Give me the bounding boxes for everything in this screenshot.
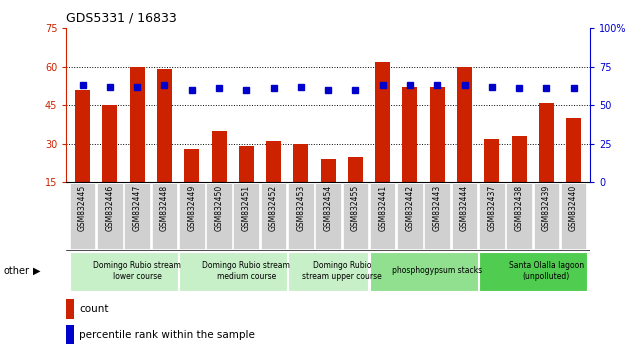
Text: GSM832444: GSM832444 <box>460 185 469 231</box>
FancyBboxPatch shape <box>561 183 586 249</box>
Text: GSM832442: GSM832442 <box>406 185 415 231</box>
FancyBboxPatch shape <box>343 183 369 249</box>
Bar <box>457 67 472 182</box>
Bar <box>157 69 172 182</box>
Text: Domingo Rubio stream
medium course: Domingo Rubio stream medium course <box>203 261 290 280</box>
Text: GSM832454: GSM832454 <box>324 185 333 231</box>
Bar <box>403 87 418 182</box>
Bar <box>321 159 336 182</box>
Text: phosphogypsum stacks: phosphogypsum stacks <box>392 266 482 275</box>
FancyBboxPatch shape <box>206 183 232 249</box>
Bar <box>266 141 281 182</box>
Text: GSM832450: GSM832450 <box>215 185 223 231</box>
Text: GSM832437: GSM832437 <box>487 185 497 231</box>
Text: GSM832441: GSM832441 <box>378 185 387 231</box>
FancyBboxPatch shape <box>479 252 587 291</box>
Text: Santa Olalla lagoon
(unpolluted): Santa Olalla lagoon (unpolluted) <box>509 261 584 280</box>
Bar <box>348 156 363 182</box>
Bar <box>239 147 254 182</box>
Text: ▶: ▶ <box>33 266 40 276</box>
FancyBboxPatch shape <box>397 183 423 249</box>
Text: GSM832440: GSM832440 <box>569 185 578 231</box>
Text: GSM832448: GSM832448 <box>160 185 169 231</box>
Text: GSM832452: GSM832452 <box>269 185 278 231</box>
Text: GSM832451: GSM832451 <box>242 185 251 231</box>
Bar <box>430 87 445 182</box>
Bar <box>102 105 117 182</box>
Text: GSM832438: GSM832438 <box>514 185 524 231</box>
Text: Domingo Rubio stream
lower course: Domingo Rubio stream lower course <box>93 261 181 280</box>
Text: percentile rank within the sample: percentile rank within the sample <box>79 330 255 339</box>
Text: GSM832443: GSM832443 <box>433 185 442 231</box>
Text: GDS5331 / 16833: GDS5331 / 16833 <box>66 12 177 25</box>
FancyBboxPatch shape <box>124 183 150 249</box>
Text: GSM832447: GSM832447 <box>133 185 142 231</box>
FancyBboxPatch shape <box>534 183 559 249</box>
Bar <box>566 118 581 182</box>
Bar <box>293 144 309 182</box>
FancyBboxPatch shape <box>179 183 204 249</box>
Text: GSM832455: GSM832455 <box>351 185 360 231</box>
FancyBboxPatch shape <box>70 183 95 249</box>
Text: count: count <box>79 304 109 314</box>
Text: GSM832439: GSM832439 <box>542 185 551 231</box>
Text: GSM832446: GSM832446 <box>105 185 114 231</box>
Text: GSM832453: GSM832453 <box>297 185 305 231</box>
Bar <box>484 139 499 182</box>
FancyBboxPatch shape <box>425 183 450 249</box>
FancyBboxPatch shape <box>261 183 286 249</box>
FancyBboxPatch shape <box>288 183 314 249</box>
Bar <box>130 67 144 182</box>
FancyBboxPatch shape <box>479 183 505 249</box>
FancyBboxPatch shape <box>370 183 396 249</box>
FancyBboxPatch shape <box>151 183 177 249</box>
FancyBboxPatch shape <box>370 252 478 291</box>
Bar <box>539 103 554 182</box>
FancyBboxPatch shape <box>179 252 286 291</box>
Text: GSM832445: GSM832445 <box>78 185 87 231</box>
Bar <box>375 62 390 182</box>
Text: Domingo Rubio
stream upper course: Domingo Rubio stream upper course <box>302 261 382 280</box>
Bar <box>184 149 199 182</box>
FancyBboxPatch shape <box>288 252 369 291</box>
FancyBboxPatch shape <box>506 183 532 249</box>
Bar <box>66 299 74 319</box>
Bar <box>66 325 74 344</box>
FancyBboxPatch shape <box>69 252 177 291</box>
Bar <box>75 90 90 182</box>
Bar <box>211 131 227 182</box>
FancyBboxPatch shape <box>316 183 341 249</box>
FancyBboxPatch shape <box>233 183 259 249</box>
Bar <box>512 136 526 182</box>
Text: other: other <box>3 266 29 276</box>
FancyBboxPatch shape <box>452 183 477 249</box>
Text: GSM832449: GSM832449 <box>187 185 196 231</box>
FancyBboxPatch shape <box>97 183 122 249</box>
